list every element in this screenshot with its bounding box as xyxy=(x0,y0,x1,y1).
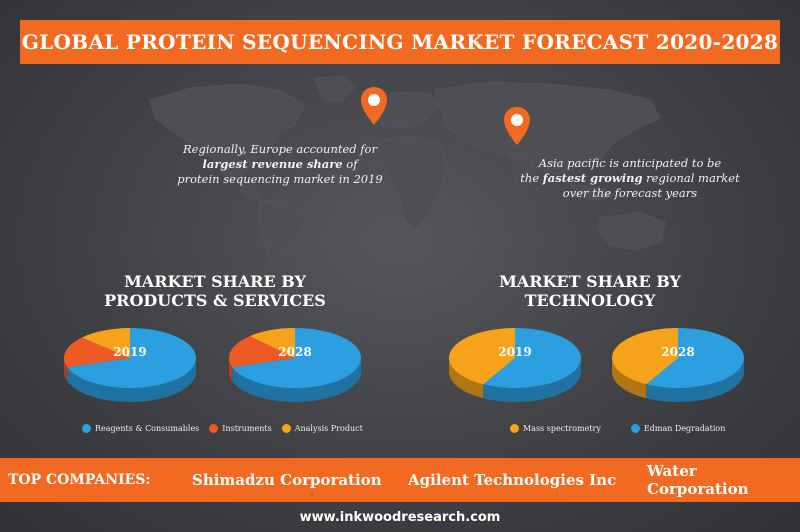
pie-slice-side xyxy=(612,358,647,399)
legend-label: Edman Degradation xyxy=(643,424,726,433)
pie-year-label: 2019 xyxy=(498,345,531,359)
company-name: Water Corporation xyxy=(647,462,749,498)
page-title: GLOBAL PROTEIN SEQUENCING MARKET FORECAS… xyxy=(21,30,779,54)
pie-slice xyxy=(249,328,295,358)
pie-slice xyxy=(483,328,581,388)
company-name: Agilent Technologies Inc xyxy=(408,471,617,489)
pie-slice-side xyxy=(449,358,484,399)
pie-slice-side xyxy=(64,358,68,382)
europe-callout-line3: protein sequencing market in 2019 xyxy=(177,172,383,186)
legend-label: Reagents & Consumables xyxy=(95,424,200,433)
pie-slice xyxy=(449,328,515,385)
legend-item: Instruments xyxy=(209,424,272,433)
title-bar: GLOBAL PROTEIN SEQUENCING MARKET FORECAS… xyxy=(20,20,780,64)
pie-slice xyxy=(646,328,744,388)
legend-swatch xyxy=(510,424,519,433)
pie-year-label: 2019 xyxy=(113,345,146,359)
legend-label: Analysis Product xyxy=(294,424,363,433)
location-pin-icon xyxy=(361,87,387,125)
europe-callout-emphasis: largest revenue share xyxy=(202,157,343,171)
footer-url: www.inkwoodresearch.com xyxy=(299,509,501,525)
legend-swatch xyxy=(209,424,219,433)
pie-slice xyxy=(81,328,130,358)
europe-callout: Regionally, Europe accounted for largest… xyxy=(170,142,390,187)
pie-slice-side xyxy=(232,358,361,402)
pie-slice xyxy=(67,328,196,388)
technology-legend: Mass spectrometry Edman Degradation xyxy=(510,424,725,433)
pie-slice-side xyxy=(67,358,196,402)
legend-label: Mass spectrometry xyxy=(523,424,601,433)
products-section-title: MARKET SHARE BY PRODUCTS & SERVICES xyxy=(95,272,335,310)
pie-year-label: 2028 xyxy=(278,345,311,359)
pie-chart-products-2028: 2028 xyxy=(229,328,361,402)
legend-swatch xyxy=(630,424,640,433)
legend-item: Edman Degradation xyxy=(630,424,726,433)
pie-slice xyxy=(612,328,678,385)
products-title-line1: MARKET SHARE BY xyxy=(124,272,306,291)
legend-swatch xyxy=(82,424,91,433)
top-companies-label: TOP COMPANIES: xyxy=(8,472,151,488)
pie-slice-side xyxy=(483,358,581,402)
pie-chart-products-2019: 2019 xyxy=(64,328,196,402)
technology-title-line1: MARKET SHARE BY xyxy=(499,272,681,291)
pie-chart-technology-2019: 2019 xyxy=(449,328,581,402)
asia-callout-emphasis: fastest growing xyxy=(542,171,643,185)
location-pin-icon xyxy=(504,107,530,145)
europe-callout-suffix: of xyxy=(342,157,358,171)
technology-title-line2: TECHNOLOGY xyxy=(524,291,656,310)
asia-callout-line1: Asia pacific is anticipated to be xyxy=(538,156,722,170)
legend-item: Analysis Product xyxy=(281,424,363,433)
legend-item: Reagents & Consumables xyxy=(82,424,199,433)
legend-swatch xyxy=(281,424,291,433)
products-title-line2: PRODUCTS & SERVICES xyxy=(104,291,326,310)
company-name: Shimadzu Corporation xyxy=(192,471,382,489)
asia-callout-suffix: regional market xyxy=(642,171,740,185)
asia-callout-line3: over the forecast years xyxy=(562,186,698,200)
pie-slice xyxy=(64,337,130,368)
products-legend: Reagents & Consumables Instruments Analy… xyxy=(82,424,363,433)
pie-chart-technology-2028: 2028 xyxy=(612,328,744,402)
pie-year-label: 2028 xyxy=(661,345,694,359)
asia-callout: Asia pacific is anticipated to be the fa… xyxy=(510,156,750,201)
asia-callout-prefix: the xyxy=(520,171,543,185)
pie-slice-side xyxy=(229,358,233,382)
asia-callout-line2: the fastest growing regional market xyxy=(510,171,750,186)
europe-callout-line1: Regionally, Europe accounted for xyxy=(183,142,377,156)
legend-item: Mass spectrometry xyxy=(510,424,601,433)
top-companies-bar: TOP COMPANIES: Shimadzu Corporation Agil… xyxy=(0,458,800,502)
pie-slice xyxy=(232,328,361,388)
technology-section-title: MARKET SHARE BY TECHNOLOGY xyxy=(470,272,710,310)
pie-slice xyxy=(229,336,295,368)
pie-slice-side xyxy=(646,358,744,402)
world-map-icon xyxy=(149,75,666,269)
europe-callout-line2: largest revenue share of xyxy=(170,157,390,172)
legend-label: Instruments xyxy=(222,424,272,433)
